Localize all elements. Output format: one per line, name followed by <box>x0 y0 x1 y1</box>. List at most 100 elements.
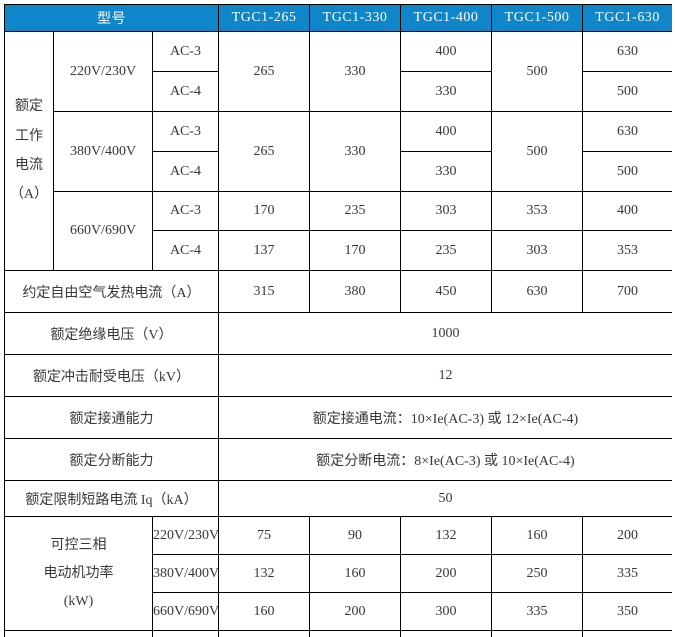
cell-motor-220-2: 132 <box>400 516 492 555</box>
making-capacity-label: 额定接通能力 <box>4 396 219 439</box>
row-380v-ac4: AC-4 330 500 <box>5 151 672 192</box>
spec-table-container: 型号 TGC1-265 TGC1-330 TGC1-400 TGC1-500 T… <box>4 4 672 637</box>
sliver-cell <box>582 630 672 637</box>
cell-motor-660-1: 200 <box>309 592 401 631</box>
sliver-cell <box>491 630 583 637</box>
voltage-380v: 380V/400V <box>53 111 153 192</box>
header-model-label: 型号 <box>4 4 219 32</box>
cell-motor-380-1: 160 <box>309 554 401 593</box>
cell-220-ac4-330: 330 <box>400 71 492 112</box>
row-motor-power-380v: 380V/400V 132 160 200 250 335 <box>5 554 672 593</box>
insulation-voltage-label: 额定绝缘电压（V） <box>4 312 219 355</box>
row-220v-ac3: 额定 工作 电流 （A） 220V/230V AC-3 265 330 400 … <box>4 31 672 271</box>
cell-380-500: 500 <box>491 111 583 192</box>
cell-220-ac3-630: 630 <box>582 31 672 72</box>
cell-motor-660-2: 300 <box>400 592 492 631</box>
cell-380-ac4-500: 500 <box>582 151 672 192</box>
insulation-voltage-value: 1000 <box>218 312 672 355</box>
short-circuit-value: 50 <box>218 480 672 517</box>
cell-motor-380-2: 200 <box>400 554 492 593</box>
row-motor-power-660v: 660V/690V 160 200 300 335 350 <box>5 592 672 631</box>
cell-660-ac3-0: 170 <box>218 191 310 231</box>
cell-motor-220-4: 200 <box>582 516 672 555</box>
cell-380-ac3-630: 630 <box>582 111 672 152</box>
cell-motor-660-4: 350 <box>582 592 672 631</box>
cell-motor-220-0: 75 <box>218 516 310 555</box>
class-ac4: AC-4 <box>152 71 219 112</box>
motor-voltage-380v: 380V/400V <box>152 554 219 593</box>
row-heat-current: 约定自由空气发热电流（A） 315 380 450 630 700 <box>4 270 672 313</box>
cell-380-ac3-400: 400 <box>400 111 492 152</box>
cell-660-ac4-0: 137 <box>218 230 310 271</box>
cell-380-330: 330 <box>309 111 401 192</box>
cell-660-ac3-3: 353 <box>491 191 583 231</box>
class-ac3: AC-3 <box>152 191 219 231</box>
row-660v-ac4: AC-4 137 170 235 303 353 <box>5 230 672 271</box>
cell-660-ac3-2: 303 <box>400 191 492 231</box>
heat-current-label: 约定自由空气发热电流（A） <box>4 270 219 313</box>
row-insulation-voltage: 额定绝缘电压（V） 1000 <box>4 312 672 355</box>
cell-motor-380-4: 335 <box>582 554 672 593</box>
cell-660-ac3-1: 235 <box>309 191 401 231</box>
cell-660-ac4-2: 235 <box>400 230 492 271</box>
cell-660-ac4-4: 353 <box>582 230 672 271</box>
sliver-cell <box>309 630 401 637</box>
cell-220-265: 265 <box>218 31 310 112</box>
cell-660-ac3-4: 400 <box>582 191 672 231</box>
cell-motor-660-3: 335 <box>491 592 583 631</box>
sliver-cell <box>218 630 310 637</box>
header-model-tgc1-400: TGC1-400 <box>400 4 492 32</box>
breaking-capacity-label: 额定分断能力 <box>4 438 219 481</box>
making-capacity-value: 额定接通电流：10×Ie(AC-3) 或 12×Ie(AC-4) <box>218 396 672 439</box>
cell-660-ac4-3: 303 <box>491 230 583 271</box>
breaking-capacity-value: 额定分断电流：8×Ie(AC-3) 或 10×Ie(AC-4) <box>218 438 672 481</box>
cell-motor-220-3: 160 <box>491 516 583 555</box>
cell-220-ac3-400: 400 <box>400 31 492 72</box>
cell-heat-3: 630 <box>491 270 583 313</box>
row-660v-ac3: 660V/690V AC-3 170 235 303 353 400 <box>5 191 672 271</box>
motor-voltage-220v: 220V/230V <box>152 516 219 555</box>
cell-motor-380-0: 132 <box>218 554 310 593</box>
header-model-tgc1-330: TGC1-330 <box>309 4 401 32</box>
row-making-capacity: 额定接通能力 额定接通电流：10×Ie(AC-3) 或 12×Ie(AC-4) <box>4 396 672 439</box>
cell-380-ac4-330: 330 <box>400 151 492 192</box>
impulse-voltage-value: 12 <box>218 354 672 397</box>
sliver-cell <box>152 630 219 637</box>
sliver-cell <box>4 630 153 637</box>
class-ac4: AC-4 <box>152 151 219 192</box>
cell-motor-660-0: 160 <box>218 592 310 631</box>
class-ac4: AC-4 <box>152 230 219 271</box>
cell-660-ac4-1: 170 <box>309 230 401 271</box>
cell-220-500: 500 <box>491 31 583 112</box>
cell-380-265: 265 <box>218 111 310 192</box>
class-ac3: AC-3 <box>152 111 219 152</box>
cell-heat-2: 450 <box>400 270 492 313</box>
cell-heat-0: 315 <box>218 270 310 313</box>
motor-power-side-label: 可控三相 电动机功率 (kW) <box>4 516 153 631</box>
header-model-tgc1-630: TGC1-630 <box>582 4 672 32</box>
row-cutoff-sliver <box>4 630 672 637</box>
header-model-tgc1-500: TGC1-500 <box>491 4 583 32</box>
header-model-tgc1-265: TGC1-265 <box>218 4 310 32</box>
cell-heat-4: 700 <box>582 270 672 313</box>
voltage-220v: 220V/230V <box>53 31 153 112</box>
cell-motor-380-3: 250 <box>491 554 583 593</box>
class-ac3: AC-3 <box>152 31 219 72</box>
motor-voltage-660v: 660V/690V <box>152 592 219 631</box>
impulse-voltage-label: 额定冲击耐受电压（kV） <box>4 354 219 397</box>
row-impulse-voltage: 额定冲击耐受电压（kV） 12 <box>4 354 672 397</box>
cell-heat-1: 380 <box>309 270 401 313</box>
row-220v-ac4: AC-4 330 500 <box>5 71 672 112</box>
cell-220-330: 330 <box>309 31 401 112</box>
row-breaking-capacity: 额定分断能力 额定分断电流：8×Ie(AC-3) 或 10×Ie(AC-4) <box>4 438 672 481</box>
row-short-circuit-current: 额定限制短路电流 Iq（kA） 50 <box>4 480 672 517</box>
sliver-cell <box>400 630 492 637</box>
header-row: 型号 TGC1-265 TGC1-330 TGC1-400 TGC1-500 T… <box>4 4 672 32</box>
cell-motor-220-1: 90 <box>309 516 401 555</box>
rated-current-side-label: 额定 工作 电流 （A） <box>4 31 54 271</box>
short-circuit-label: 额定限制短路电流 Iq（kA） <box>4 480 219 517</box>
contactor-spec-table: 型号 TGC1-265 TGC1-330 TGC1-400 TGC1-500 T… <box>4 4 672 637</box>
row-motor-power-220v: 可控三相 电动机功率 (kW) 220V/230V 75 90 132 160 … <box>4 516 672 631</box>
voltage-660v: 660V/690V <box>53 191 153 271</box>
cell-220-ac4-500: 500 <box>582 71 672 112</box>
